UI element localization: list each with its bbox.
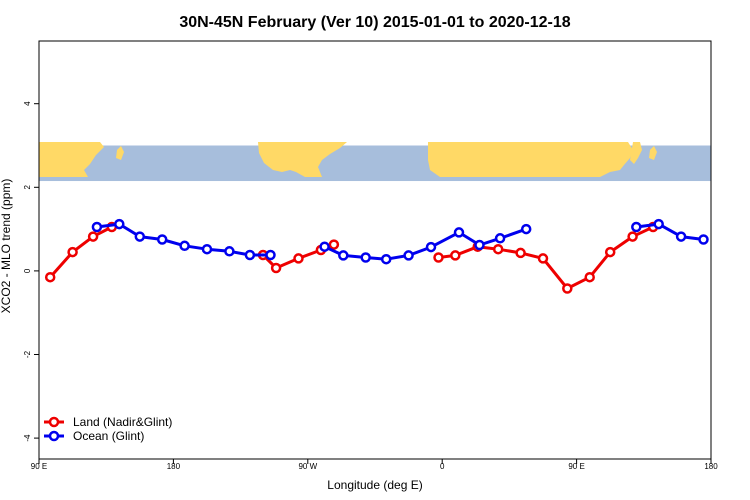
ocean-data-point	[91, 221, 103, 233]
map-land-asia-east	[630, 142, 642, 164]
ocean-data-point	[360, 252, 371, 263]
ocean-series-line	[636, 222, 704, 241]
ocean-data-point	[201, 243, 213, 255]
legend-ocean-marker	[48, 430, 60, 442]
legend-land-label: Land (Nadir&Glint)	[73, 415, 172, 429]
land-data-point	[584, 271, 595, 283]
land-data-point	[627, 231, 638, 242]
land-data-point	[87, 231, 99, 242]
ocean-data-point	[520, 223, 532, 235]
plot-frame	[38, 40, 712, 460]
land-data-point	[604, 246, 616, 258]
y-tick-label: 4	[23, 101, 32, 106]
ocean-data-point	[319, 241, 330, 252]
ocean-data-point	[265, 249, 276, 261]
world-map-band	[39, 142, 711, 182]
x-tick-label: 90 W	[298, 462, 317, 471]
ocean-data-point	[134, 231, 146, 242]
ocean-data-point	[179, 240, 190, 252]
map-land-japan-east	[649, 146, 657, 160]
ocean-data-point	[653, 218, 664, 230]
land-data-point	[293, 253, 304, 264]
ocean-data-point	[425, 241, 437, 253]
ocean-data-point	[244, 249, 256, 261]
land-data-point	[433, 252, 444, 263]
ocean-data-point	[380, 253, 392, 265]
y-tick-label: -2	[23, 350, 32, 358]
series-layer	[44, 218, 709, 294]
map-land-asia-west	[39, 142, 104, 177]
land-data-point	[492, 243, 504, 255]
ocean-data-point	[631, 221, 642, 233]
land-data-point	[515, 247, 526, 259]
land-data-point	[44, 271, 56, 283]
chart-title: 30N-45N February (Ver 10) 2015-01-01 to …	[179, 14, 570, 31]
land-data-point	[270, 262, 282, 274]
x-tick-label: 0	[440, 462, 445, 471]
ocean-data-point	[338, 250, 349, 261]
x-tick-label: 90 E	[568, 462, 584, 471]
series-ocean	[91, 218, 709, 265]
map-land-europe-asia	[428, 142, 633, 177]
x-axis: 90 E 180 90 W 0 90 E 180	[31, 459, 718, 471]
land-series-line	[49, 225, 113, 279]
x-axis-label: Longitude (deg E)	[327, 478, 422, 492]
ocean-data-point	[453, 227, 465, 238]
land-data-point	[328, 239, 340, 250]
x-tick-label: 180	[167, 462, 181, 471]
y-tick-label: -4	[23, 434, 32, 442]
y-axis-label: XCO2 - MLO trend (ppm)	[0, 179, 13, 314]
ocean-data-point	[494, 233, 506, 244]
ocean-data-point	[474, 239, 485, 251]
land-data-point	[67, 246, 78, 258]
ocean-data-point	[156, 234, 168, 245]
land-data-point	[537, 253, 549, 264]
land-data-point	[450, 250, 461, 261]
legend-ocean-label: Ocean (Glint)	[73, 429, 144, 443]
legend-land-marker	[48, 416, 60, 428]
x-tick-label: 90 E	[31, 462, 47, 471]
land-data-point	[562, 283, 573, 294]
legend: Land (Nadir&Glint)Ocean (Glint)	[44, 415, 172, 443]
map-land-north-america	[258, 142, 347, 177]
ocean-series-line	[323, 227, 527, 261]
map-land-japan	[116, 146, 124, 160]
y-axis: -4 -2 0 2 4	[23, 101, 39, 442]
ocean-data-point	[224, 246, 235, 257]
ocean-data-point	[675, 231, 687, 242]
ocean-data-point	[698, 234, 709, 245]
ocean-data-point	[403, 250, 414, 261]
y-tick-label: 2	[23, 185, 32, 190]
y-tick-label: 0	[23, 268, 32, 273]
x-tick-label: 180	[704, 462, 718, 471]
ocean-data-point	[114, 218, 125, 230]
